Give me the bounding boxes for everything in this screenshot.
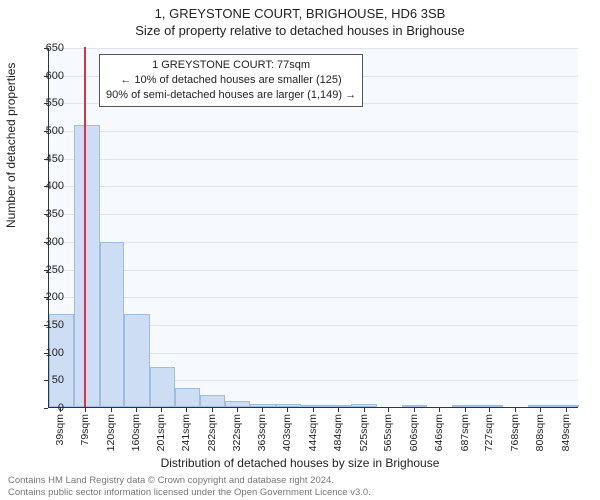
xtick-label: 403sqm	[281, 414, 293, 451]
ytick-mark	[44, 270, 48, 271]
xtick-label: 687sqm	[459, 414, 471, 451]
xtick-mark	[515, 408, 516, 412]
histogram-bar	[150, 367, 175, 407]
annotation-line-1: 1 GREYSTONE COURT: 77sqm	[106, 58, 356, 73]
histogram-bar	[200, 395, 226, 407]
histogram-bar	[301, 405, 327, 407]
ytick-mark	[44, 353, 48, 354]
ytick-mark	[44, 186, 48, 187]
histogram-bar	[225, 401, 250, 407]
gridline-h	[49, 214, 578, 215]
xtick-mark	[540, 408, 541, 412]
xtick-label: 241sqm	[180, 414, 192, 451]
ytick-mark	[44, 242, 48, 243]
xtick-label: 120sqm	[105, 414, 117, 451]
xtick-mark	[338, 408, 339, 412]
y-axis-label: Number of detached properties	[4, 63, 18, 228]
xtick-label: 525sqm	[358, 414, 370, 451]
ytick-mark	[44, 76, 48, 77]
xtick-mark	[161, 408, 162, 412]
xtick-label: 282sqm	[206, 414, 218, 451]
chart-title-main: 1, GREYSTONE COURT, BRIGHOUSE, HD6 3SB	[0, 0, 600, 21]
xtick-mark	[85, 408, 86, 412]
xtick-mark	[489, 408, 490, 412]
xtick-mark	[262, 408, 263, 412]
xtick-label: 565sqm	[382, 414, 394, 451]
xtick-mark	[136, 408, 137, 412]
ytick-mark	[44, 159, 48, 160]
annotation-line-3: 90% of semi-detached houses are larger (…	[106, 88, 356, 103]
xtick-mark	[237, 408, 238, 412]
chart-title-sub: Size of property relative to detached ho…	[0, 21, 600, 42]
xtick-label: 646sqm	[433, 414, 445, 451]
xtick-label: 322sqm	[231, 414, 243, 451]
xtick-label: 768sqm	[509, 414, 521, 451]
gridline-h	[49, 297, 578, 298]
histogram-bar	[276, 404, 301, 407]
xtick-label: 727sqm	[483, 414, 495, 451]
footer-line-2: Contains public sector information licen…	[8, 487, 371, 498]
gridline-h	[49, 131, 578, 132]
ytick-mark	[44, 325, 48, 326]
gridline-h	[49, 242, 578, 243]
xtick-label: 79sqm	[79, 414, 91, 446]
histogram-bar	[175, 388, 200, 407]
xtick-mark	[313, 408, 314, 412]
xtick-mark	[111, 408, 112, 412]
gridline-h	[49, 270, 578, 271]
ytick-mark	[44, 214, 48, 215]
xtick-mark	[60, 408, 61, 412]
histogram-bar	[250, 404, 276, 407]
annotation-line-2: ← 10% of detached houses are smaller (12…	[106, 73, 356, 88]
reference-line	[84, 47, 86, 407]
xtick-mark	[388, 408, 389, 412]
xtick-mark	[186, 408, 187, 412]
xtick-label: 201sqm	[155, 414, 167, 451]
ytick-mark	[44, 297, 48, 298]
histogram-bar	[553, 405, 579, 407]
xtick-label: 444sqm	[307, 414, 319, 451]
xtick-label: 808sqm	[534, 414, 546, 451]
histogram-bar	[528, 405, 553, 407]
xtick-label: 484sqm	[332, 414, 344, 451]
chart-plot-area: 1 GREYSTONE COURT: 77sqm ← 10% of detach…	[48, 48, 578, 408]
xtick-label: 363sqm	[256, 414, 268, 451]
gridline-h	[49, 159, 578, 160]
histogram-bar	[452, 405, 478, 407]
histogram-bar	[402, 405, 428, 407]
xtick-mark	[364, 408, 365, 412]
ytick-mark	[44, 408, 48, 409]
xtick-mark	[212, 408, 213, 412]
x-axis-label: Distribution of detached houses by size …	[0, 456, 600, 470]
xtick-mark	[287, 408, 288, 412]
gridline-h	[49, 48, 578, 49]
xtick-label: 160sqm	[130, 414, 142, 451]
annotation-box: 1 GREYSTONE COURT: 77sqm ← 10% of detach…	[99, 54, 363, 107]
xtick-mark	[465, 408, 466, 412]
footer-attribution: Contains HM Land Registry data © Crown c…	[8, 475, 371, 498]
footer-line-1: Contains HM Land Registry data © Crown c…	[8, 475, 371, 486]
gridline-h	[49, 186, 578, 187]
ytick-mark	[44, 103, 48, 104]
histogram-bar	[478, 405, 503, 407]
histogram-bar	[326, 405, 351, 407]
xtick-label: 849sqm	[560, 414, 572, 451]
xtick-label: 39sqm	[54, 414, 66, 446]
xtick-label: 606sqm	[408, 414, 420, 451]
xtick-mark	[566, 408, 567, 412]
histogram-bar	[124, 314, 150, 407]
ytick-mark	[44, 48, 48, 49]
xtick-mark	[414, 408, 415, 412]
histogram-bar	[74, 125, 100, 407]
ytick-mark	[44, 131, 48, 132]
xtick-mark	[439, 408, 440, 412]
histogram-bar	[351, 404, 377, 407]
histogram-bar	[100, 242, 125, 407]
ytick-mark	[44, 380, 48, 381]
